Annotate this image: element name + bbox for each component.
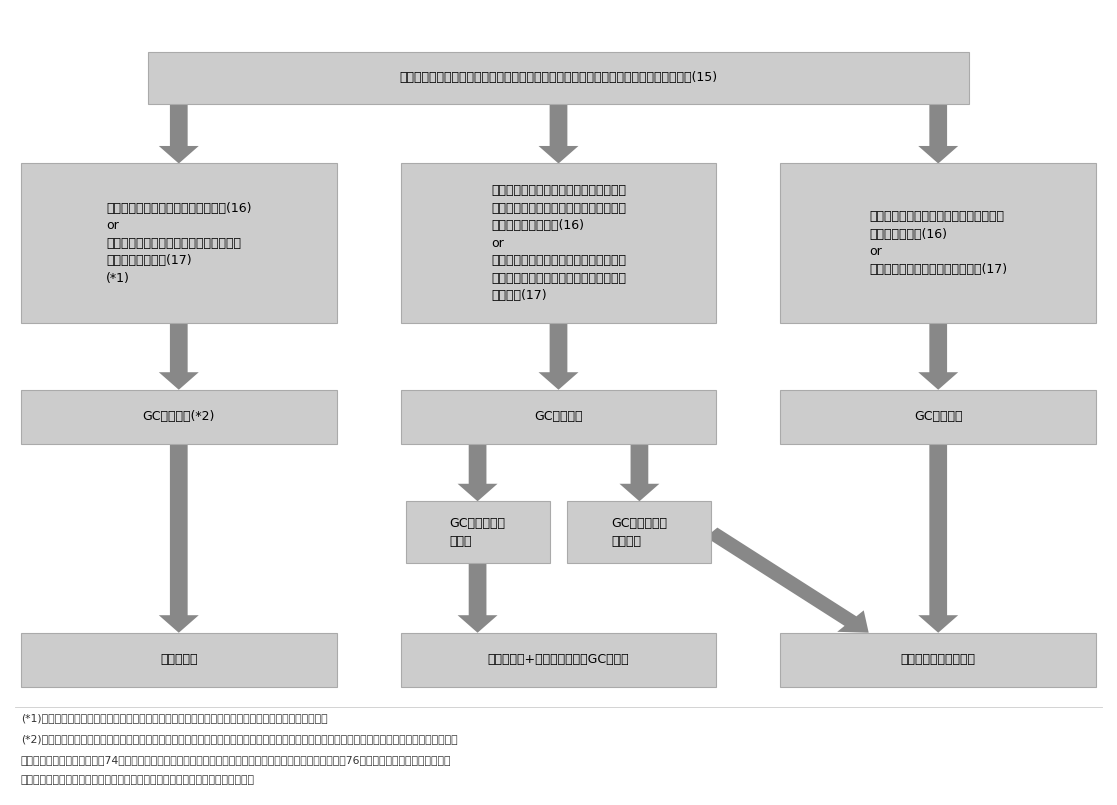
- Polygon shape: [159, 323, 199, 390]
- Text: 取扱い」に準じて、重要な後発事象として注記対象となることも考えられます。: 取扱い」に準じて、重要な後発事象として注記対象となることも考えられます。: [21, 775, 255, 786]
- Text: 除外事項付意見を検討: 除外事項付意見を検討: [900, 654, 976, 667]
- Polygon shape: [159, 104, 199, 163]
- Polygon shape: [918, 323, 958, 390]
- Text: (*2)貸借対照表日後に、「処分にかかる売買契約の締結が確定」または「組合契約に定める手続に従って延長が行われることが確定」した場合は、: (*2)貸借対照表日後に、「処分にかかる売買契約の締結が確定」または「組合契約に…: [21, 734, 458, 744]
- Text: GC注記あり: GC注記あり: [534, 411, 583, 423]
- FancyBboxPatch shape: [567, 502, 712, 564]
- FancyBboxPatch shape: [781, 163, 1096, 323]
- FancyBboxPatch shape: [405, 502, 550, 564]
- Text: 監査・保証実務委員会報告第74号「継続企業の前提に関する開示について」及び監査・保証実務委員会報告第76号「後発事象に関する監査上の: 監査・保証実務委員会報告第74号「継続企業の前提に関する開示について」及び監査・…: [21, 754, 451, 765]
- Text: 処分時期、処分方法等の処分方針が明確
となっているが、処分にかかる売買契約
の締結されていない(16)
or
存続期限の延長を計画しているが、組合
契約に定める: 処分時期、処分方法等の処分方針が明確 となっているが、処分にかかる売買契約 の締…: [491, 184, 626, 302]
- Polygon shape: [159, 444, 199, 633]
- Polygon shape: [458, 444, 497, 502]
- Polygon shape: [918, 104, 958, 163]
- Polygon shape: [538, 104, 579, 163]
- Text: 無限定意見: 無限定意見: [160, 654, 198, 667]
- Text: GC注記なし(*2): GC注記なし(*2): [143, 411, 214, 423]
- FancyBboxPatch shape: [149, 52, 968, 104]
- Text: GC注記が適切
に記載: GC注記が適切 に記載: [449, 517, 506, 547]
- Text: (*1)貸借対照表日の翌日から確定した延長後の存続期限までの期間が一年以上となる場合に限ります。: (*1)貸借対照表日の翌日から確定した延長後の存続期限までの期間が一年以上となる…: [21, 713, 327, 723]
- FancyBboxPatch shape: [401, 390, 716, 444]
- FancyBboxPatch shape: [21, 390, 336, 444]
- FancyBboxPatch shape: [21, 163, 336, 323]
- Polygon shape: [918, 444, 958, 633]
- Polygon shape: [458, 564, 497, 633]
- FancyBboxPatch shape: [781, 390, 1096, 444]
- FancyBboxPatch shape: [401, 163, 716, 323]
- FancyBboxPatch shape: [781, 633, 1096, 687]
- Text: 無限定意見+強調事項区分にGCを記載: 無限定意見+強調事項区分にGCを記載: [488, 654, 629, 667]
- Text: 処分にかかる売買契約の締結が確定(16)
or
組合契約に定める手続に従って延長が行
われることが確定(17)
(*1): 処分にかかる売買契約の締結が確定(16) or 組合契約に定める手続に従って延長…: [106, 202, 251, 285]
- Polygon shape: [706, 527, 869, 633]
- Polygon shape: [620, 444, 659, 502]
- Text: 処分時期、処分方法等の処分方針が明確
となっていない(16)
or
存続期限の延長を計画していない(17): 処分時期、処分方法等の処分方針が明確 となっていない(16) or 存続期限の延…: [869, 210, 1008, 276]
- Text: GC注記あり: GC注記あり: [914, 411, 963, 423]
- Text: GC注記の記載
が不適切: GC注記の記載 が不適切: [611, 517, 668, 547]
- FancyBboxPatch shape: [401, 633, 716, 687]
- FancyBboxPatch shape: [21, 633, 336, 687]
- Text: 組合事業における貸借対照表日の翌日から存続期限までの期間が一年未満となった場合(15): 組合事業における貸借対照表日の翌日から存続期限までの期間が一年未満となった場合(…: [400, 72, 717, 85]
- Polygon shape: [538, 323, 579, 390]
